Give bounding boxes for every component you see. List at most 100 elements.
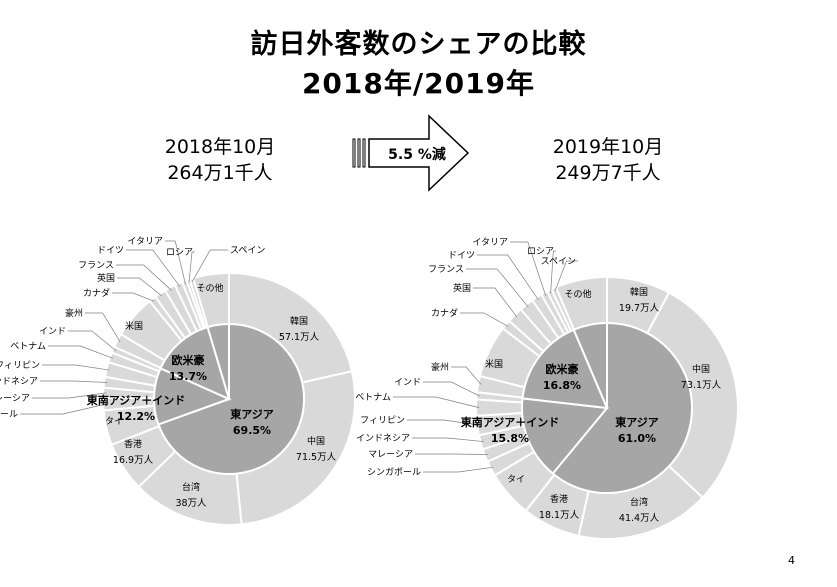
outer-label: その他 — [196, 282, 223, 294]
outer-external-label: インド — [39, 327, 66, 337]
leader-line — [48, 345, 114, 359]
outer-external-label: ベトナム — [10, 341, 46, 352]
period-2018: 2018年10月 264万1千人 — [135, 134, 305, 186]
leader-line — [165, 240, 186, 285]
leader-line — [554, 260, 578, 292]
leader-line — [40, 380, 108, 383]
outer-external-label: シンガポール — [0, 409, 18, 420]
outer-external-label: ロシア — [166, 248, 193, 258]
outer-amount-label: 57.1万人 — [279, 332, 320, 343]
period-2019-month: 2019年10月 — [552, 136, 664, 158]
leader-line — [451, 366, 482, 385]
leader-line — [423, 466, 494, 473]
inner-slice — [159, 325, 231, 401]
inner-value-label: 15.8% — [491, 432, 529, 445]
leader-line — [407, 419, 481, 426]
outer-external-label: 豪州 — [431, 361, 449, 373]
leader-line — [116, 264, 172, 291]
outer-amount-label: 73.1万人 — [681, 380, 722, 391]
outer-label: タイ — [105, 416, 123, 427]
outer-amount-label: 19.7万人 — [619, 303, 660, 314]
outer-external-label: シンガポール — [367, 467, 421, 478]
outer-external-label: 英国 — [97, 272, 115, 284]
outer-external-label: マレーシア — [368, 450, 413, 460]
outer-external-label: インド — [394, 378, 421, 388]
inner-label: 欧米豪 — [172, 353, 205, 367]
outer-external-label: フランス — [78, 260, 114, 271]
outer-external-label: 英国 — [453, 282, 471, 294]
outer-external-label: イタリア — [127, 236, 163, 247]
leader-line — [42, 364, 110, 371]
leader-line — [112, 292, 155, 302]
leader-line — [188, 251, 195, 283]
outer-label: 台湾 — [630, 496, 648, 508]
outer-amount-label: 18.1万人 — [539, 510, 580, 521]
outer-label: 香港 — [124, 438, 142, 450]
leader-line — [126, 249, 181, 287]
leader-line — [510, 241, 547, 296]
period-2018-total: 264万1千人 — [167, 162, 273, 184]
outer-external-label: インドネシア — [0, 376, 38, 387]
leader-line — [477, 254, 539, 301]
leader-line — [117, 277, 163, 297]
inner-label: 東南アジア＋インド — [87, 393, 186, 407]
outer-label: 中国 — [307, 435, 325, 447]
inner-value-label: 69.5% — [233, 424, 271, 437]
outer-external-label: カナダ — [431, 307, 458, 319]
title-line-2: 2018年/2019年 — [301, 67, 536, 100]
outer-external-label: マレーシア — [0, 394, 30, 404]
inner-label: 東アジア — [615, 415, 659, 429]
inner-slice — [206, 322, 230, 400]
leader-line — [460, 312, 509, 327]
leader-line — [466, 268, 529, 308]
leader-line — [473, 287, 518, 318]
outer-label: 中国 — [692, 363, 710, 375]
outer-label: 韓国 — [290, 316, 308, 327]
leader-line — [192, 249, 228, 282]
outer-external-label: スペイン — [230, 246, 265, 256]
outer-external-label: ドイツ — [97, 246, 124, 256]
inner-label: 東南アジア＋インド — [461, 415, 560, 429]
outer-external-label: インドネシア — [356, 433, 410, 444]
inner-value-label: 61.0% — [618, 432, 656, 445]
outer-label: 米国 — [485, 358, 503, 370]
outer-external-label: フィリピン — [360, 415, 405, 426]
inner-value-label: 16.8% — [543, 379, 581, 392]
outer-external-label: スペイン — [541, 257, 576, 267]
outer-amount-label: 41.4万人 — [619, 513, 660, 524]
outer-label: 韓国 — [630, 287, 648, 298]
outer-external-label: イタリア — [472, 237, 508, 248]
leader-line — [32, 392, 107, 399]
period-2019-total: 249万7千人 — [555, 162, 661, 184]
change-label: 5.5 %減 — [388, 146, 446, 163]
inner-slice — [551, 321, 693, 494]
inner-value-label: 12.2% — [117, 410, 155, 423]
inner-label: 東アジア — [230, 407, 274, 421]
outer-external-label: ベトナム — [355, 392, 391, 403]
leader-line — [68, 330, 117, 352]
outer-label: 米国 — [125, 320, 143, 332]
leader-line — [393, 396, 480, 408]
outer-external-label: フランス — [428, 264, 464, 275]
outer-external-label: フィリピン — [0, 360, 40, 371]
outer-external-label: ロシア — [527, 247, 554, 257]
period-2018-month: 2018年10月 — [164, 136, 276, 158]
inner-slice — [521, 397, 609, 475]
title-line-1: 訪日外客数のシェアの比較 — [250, 29, 587, 60]
leader-line — [550, 250, 556, 294]
outer-label: タイ — [507, 474, 525, 485]
leader-line — [85, 312, 121, 342]
leader-line — [423, 381, 480, 397]
leader-line — [20, 403, 107, 415]
inner-slice — [572, 321, 608, 409]
outer-external-label: カナダ — [83, 287, 110, 299]
period-2019: 2019年10月 249万7千人 — [523, 134, 693, 186]
page-number: 4 — [788, 554, 795, 567]
inner-slice — [521, 328, 609, 410]
outer-label: その他 — [564, 288, 591, 300]
outer-external-label: ドイツ — [448, 251, 475, 261]
outer-label: 香港 — [550, 493, 568, 505]
